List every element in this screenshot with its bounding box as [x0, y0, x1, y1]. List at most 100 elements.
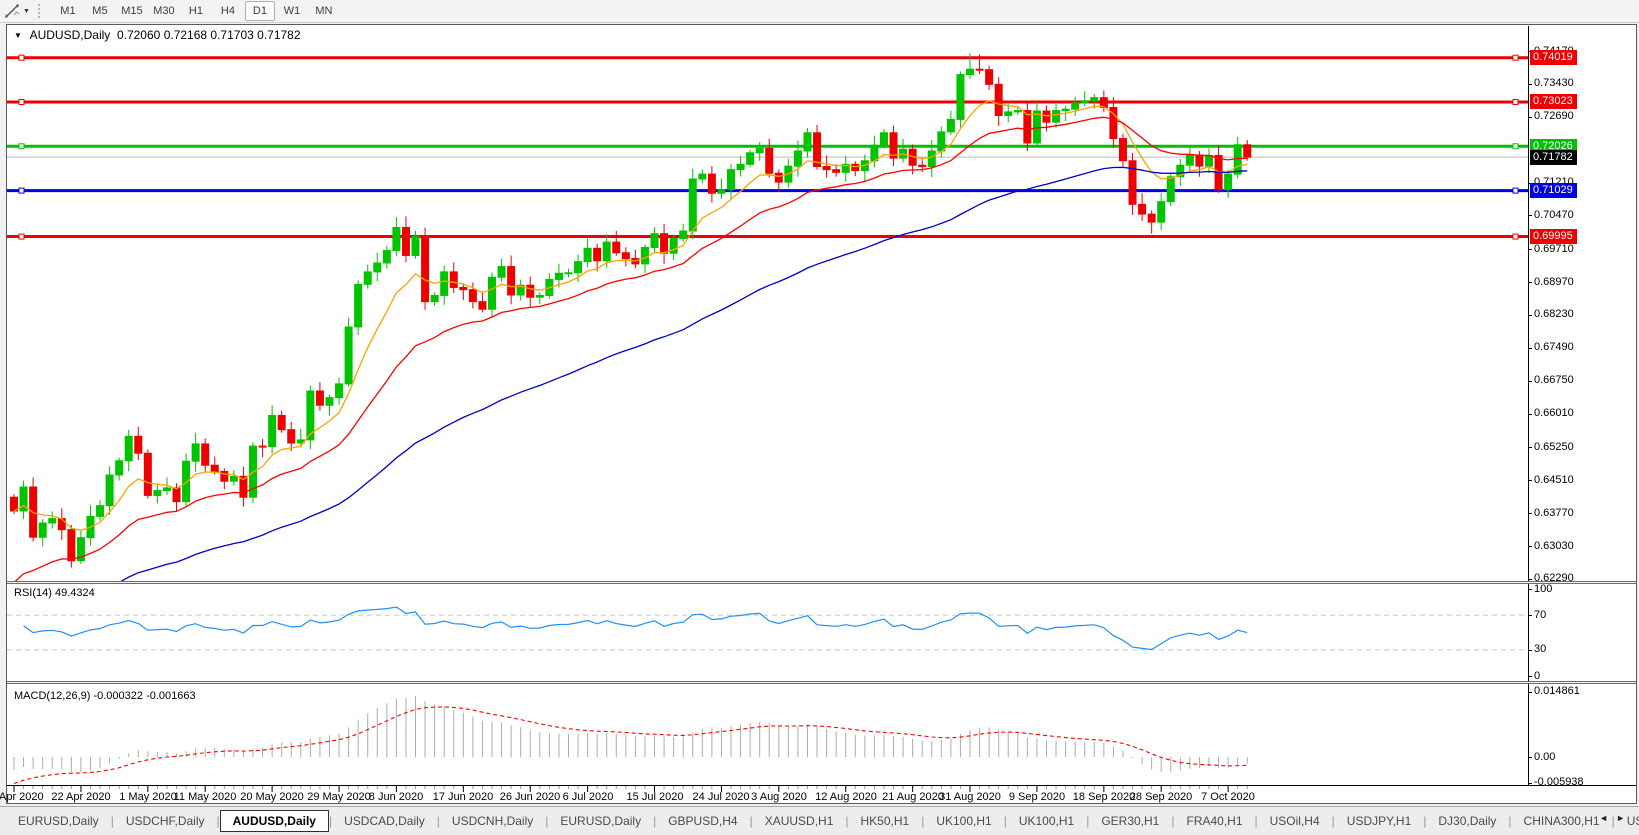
macd-histogram	[13, 696, 1248, 773]
tab-separator: |	[110, 814, 114, 828]
tab-fra40-h1[interactable]: FRA40,H1	[1186, 814, 1243, 828]
tab-separator: |	[1086, 814, 1090, 828]
tab-audusd-daily[interactable]: AUDUSD,Daily	[219, 810, 329, 832]
price-axis-label: 0.70470	[1534, 209, 1574, 221]
chart-window	[6, 24, 1637, 804]
level-drag-handle[interactable]	[18, 98, 25, 105]
panel-splitter[interactable]	[7, 581, 1636, 584]
tab-usdcad-daily[interactable]: USDCAD,Daily	[344, 814, 425, 828]
date-axis-label: 20 May 2020	[240, 791, 304, 803]
date-axis-label: 1 May 2020	[119, 791, 177, 803]
main-price-chart[interactable]	[7, 26, 1528, 581]
macd-label: MACD(12,26,9) -0.000322 -0.001663	[14, 690, 196, 702]
timeframe-button-h4[interactable]: H4	[220, 5, 235, 17]
price-axis-label: 0.66010	[1534, 407, 1574, 419]
tab-scroll-buttons: ◄►	[1599, 813, 1633, 823]
timeframe-button-m30[interactable]: M30	[153, 5, 175, 17]
date-axis-line[interactable]	[7, 785, 1636, 786]
macd-indicator-panel[interactable]	[7, 687, 1528, 785]
scroll-left-icon[interactable]: ◄	[1599, 813, 1617, 823]
level-drag-handle[interactable]	[18, 54, 25, 61]
timeframe-button-m1[interactable]: M1	[60, 5, 76, 17]
price-level-lines[interactable]	[7, 56, 1528, 239]
macd-axis-label: -0.005938	[1534, 776, 1584, 788]
date-axis-label: 9 Sep 2020	[1008, 791, 1066, 803]
tab-ger30-h1[interactable]: GER30,H1	[1101, 814, 1160, 828]
ohlc-close: 0.71782	[257, 28, 301, 42]
triangle-down-icon[interactable]: ▼	[14, 31, 22, 40]
price-axis-line[interactable]	[1528, 26, 1529, 785]
price-axis-label: 0.73430	[1534, 77, 1574, 89]
timeframe-button-d1[interactable]: D1	[244, 1, 275, 21]
date-axis-label: 21 Aug 2020	[882, 791, 944, 803]
date-axis-label: 17 Jun 2020	[432, 791, 494, 803]
tab-china300-h1[interactable]: CHINA300,H1	[1523, 814, 1600, 828]
price-axis-tick	[1528, 315, 1532, 316]
price-axis-label: 0.63770	[1534, 507, 1574, 519]
tab-uk100-h1[interactable]: UK100,H1	[1018, 814, 1075, 828]
panel-splitter[interactable]	[7, 681, 1636, 684]
date-axis-label: 7 Oct 2020	[1201, 791, 1255, 803]
level-drag-handle[interactable]	[1512, 233, 1519, 240]
price-axis-label: 0.65250	[1534, 441, 1574, 453]
tab-uk100-h1[interactable]: UK100,H1	[936, 814, 992, 828]
price-axis-label: 0.69710	[1534, 243, 1574, 255]
timeframe-button-m5[interactable]: M5	[92, 5, 108, 17]
timeframe-button-w1[interactable]: W1	[283, 5, 301, 17]
toolbar-grip[interactable]	[37, 4, 44, 18]
timeframe-toolbar: M1 M5 M15 M30 H1 H4 D1 W1 MN	[52, 1, 340, 21]
date-axis-label: 12 Aug 2020	[815, 791, 877, 803]
chart-mode-icon[interactable]	[4, 3, 22, 19]
level-drag-handle[interactable]	[1512, 143, 1519, 150]
chevron-down-icon[interactable]: ▼	[23, 7, 30, 15]
timeframe-button-h1[interactable]: H1	[188, 5, 203, 17]
ohlc-open: 0.72060	[116, 28, 161, 42]
tab-separator: |	[1611, 814, 1615, 828]
chart-title: ▼ AUDUSD,Daily 0.72060 0.72168 0.71703 0…	[14, 28, 301, 42]
tab-eurusd-daily[interactable]: EURUSD,Daily	[560, 814, 642, 828]
timeframe-button-mn[interactable]: MN	[315, 5, 333, 17]
timeframe-button-m15[interactable]: M15	[121, 5, 143, 17]
price-axis-tick	[1528, 84, 1532, 85]
rsi-indicator-panel[interactable]	[7, 584, 1528, 679]
tab-eurusd-daily[interactable]: EURUSD,Daily	[18, 814, 99, 828]
rsi-axis-label: 0	[1534, 670, 1541, 682]
date-axis-label: 11 May 2020	[173, 791, 237, 803]
level-drag-handle[interactable]	[1512, 187, 1519, 194]
tab-gbpusd-h4[interactable]: GBPUSD,H4	[668, 814, 738, 828]
level-price-badge: 0.73023	[1530, 94, 1577, 109]
price-axis-tick	[1528, 447, 1532, 448]
tab-usdcnh-daily[interactable]: USDCNH,Daily	[451, 814, 534, 828]
level-price-badge: 0.71029	[1530, 183, 1577, 198]
tab-separator: |	[328, 814, 333, 828]
price-axis-label: 0.68970	[1534, 276, 1574, 288]
date-axis-label: 24 Jul 2020	[692, 791, 750, 803]
ohlc-low: 0.71703	[210, 28, 254, 42]
rsi-line	[23, 606, 1248, 651]
tab-usoil-h1[interactable]: USOil,H1	[1626, 814, 1639, 828]
scroll-right-icon[interactable]: ►	[1616, 813, 1633, 823]
macd-axis-label: 0.00	[1534, 751, 1556, 763]
level-drag-handle[interactable]	[18, 233, 25, 240]
price-axis-label: 0.68230	[1534, 308, 1574, 320]
price-axis-label: 0.63030	[1534, 540, 1574, 552]
tab-usdjpy-h1[interactable]: USDJPY,H1	[1346, 814, 1412, 828]
level-drag-handle[interactable]	[18, 143, 25, 150]
level-drag-handle[interactable]	[1512, 54, 1519, 61]
tab-separator: |	[1003, 814, 1007, 828]
tab-xauusd-h1[interactable]: XAUUSD,H1	[764, 814, 834, 828]
price-axis-tick	[1528, 414, 1532, 415]
level-drag-handle[interactable]	[18, 187, 25, 194]
date-axis-label: 3 Aug 2020	[751, 791, 807, 803]
price-axis-label: 0.67490	[1534, 341, 1574, 353]
tab-usoil-h4[interactable]: USOil,H4	[1269, 814, 1320, 828]
tab-separator: |	[921, 814, 925, 828]
rsi-axis-tick	[1528, 650, 1532, 651]
level-drag-handle[interactable]	[1512, 98, 1519, 105]
tab-usdchf-daily[interactable]: USDCHF,Daily	[125, 814, 205, 828]
tab-dj30-daily[interactable]: DJ30,Daily	[1438, 814, 1497, 828]
tab-hk50-h1[interactable]: HK50,H1	[860, 814, 910, 828]
date-axis-label: 13 Apr 2020	[0, 791, 44, 803]
date-axis-label: 15 Jul 2020	[626, 791, 684, 803]
moving-average-line-21	[14, 116, 1248, 581]
